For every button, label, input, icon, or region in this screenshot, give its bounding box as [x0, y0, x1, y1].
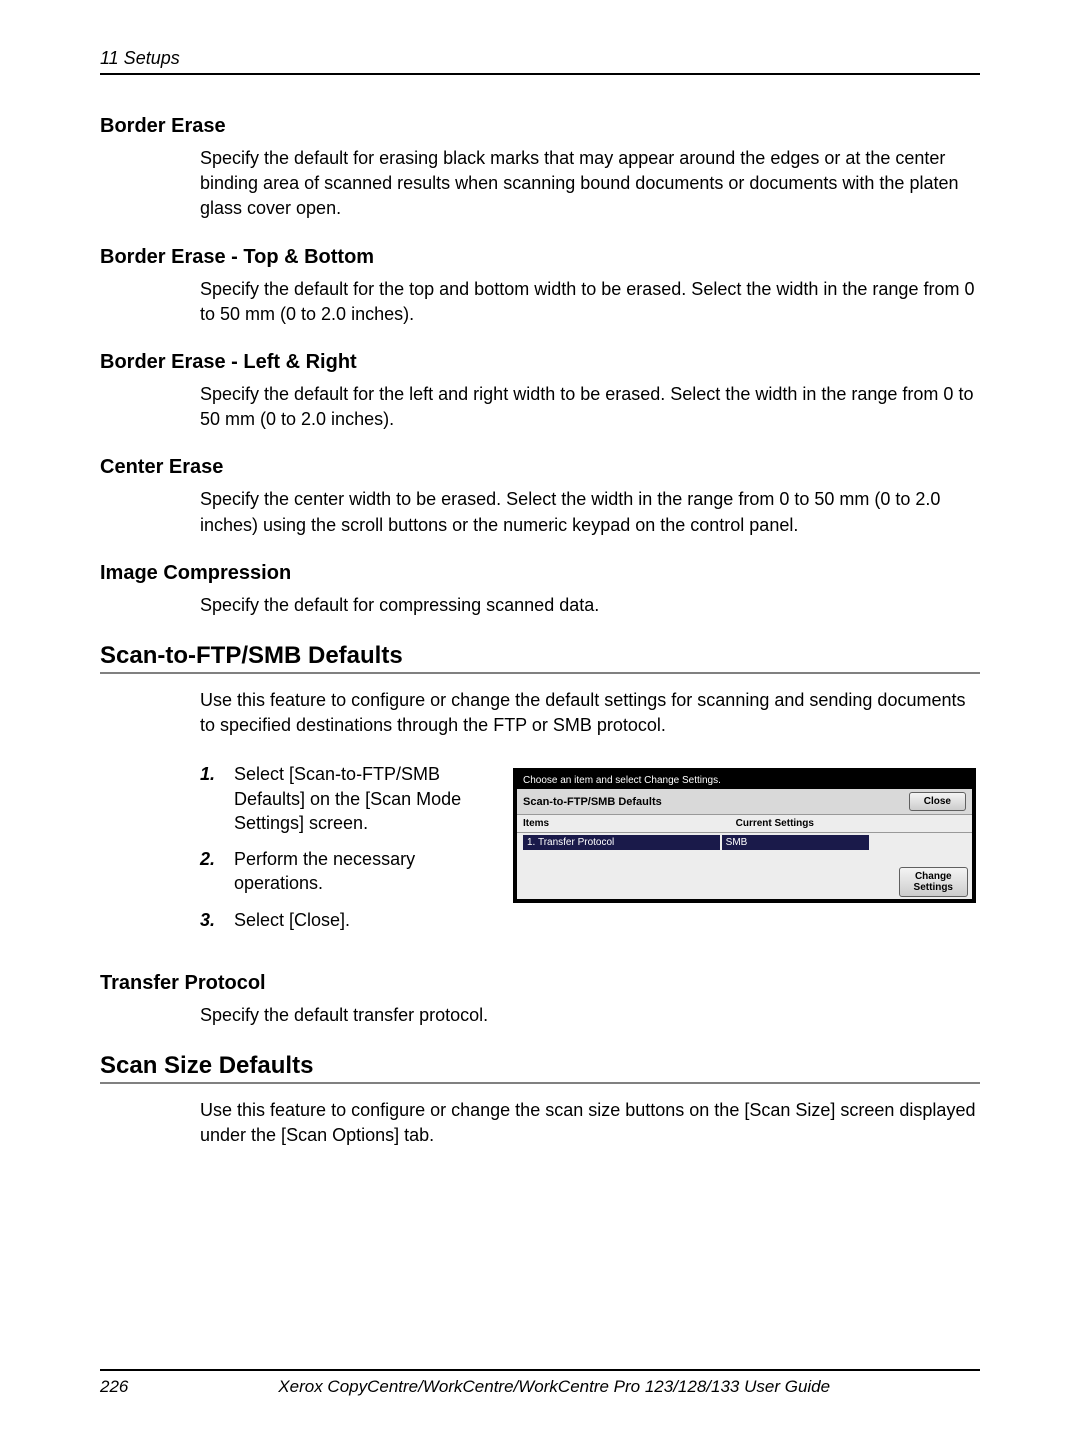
sim-close-button[interactable]: Close — [909, 792, 966, 811]
section-border-left-right: Border Erase - Left & Right Specify the … — [100, 351, 980, 432]
h2-divider-2 — [100, 1082, 980, 1084]
sim-column-headers: Items Current Settings — [517, 814, 972, 833]
section-border-erase: Border Erase Specify the default for era… — [100, 115, 980, 222]
steps-and-screenshot-row: Select [Scan-to-FTP/SMB Defaults] on the… — [200, 762, 980, 944]
embedded-screenshot: Choose an item and select Change Setting… — [513, 768, 976, 903]
section-scan-size: Scan Size Defaults Use this feature to c… — [100, 1052, 980, 1148]
header-divider — [100, 73, 980, 75]
sim-row-item: 1. Transfer Protocol — [523, 835, 720, 850]
sim-header-current: Current Settings — [736, 818, 966, 829]
heading-image-compression: Image Compression — [100, 562, 980, 585]
sim-title: Scan-to-FTP/SMB Defaults — [523, 796, 909, 808]
section-scan-to-ftp: Scan-to-FTP/SMB Defaults Use this featur… — [100, 642, 980, 944]
heading-transfer-protocol: Transfer Protocol — [100, 972, 980, 995]
text-transfer-protocol: Specify the default transfer protocol. — [200, 1003, 980, 1028]
sim-header-items: Items — [523, 818, 736, 829]
heading-scan-size: Scan Size Defaults — [100, 1052, 980, 1080]
text-border-left-right: Specify the default for the left and rig… — [200, 382, 980, 432]
step-1: Select [Scan-to-FTP/SMB Defaults] on the… — [200, 762, 495, 835]
sim-row-1[interactable]: 1. Transfer Protocol SMB — [523, 835, 970, 850]
text-border-erase: Specify the default for erasing black ma… — [200, 146, 980, 222]
sim-change-line2: Settings — [914, 882, 953, 893]
h2-divider — [100, 672, 980, 674]
page-header: 11 Setups — [100, 48, 980, 75]
step-2: Perform the necessary operations. — [200, 847, 495, 896]
section-center-erase: Center Erase Specify the center width to… — [100, 456, 980, 537]
footer-row: 226 Xerox CopyCentre/WorkCentre/WorkCent… — [100, 1377, 980, 1397]
sim-row-num: 1. — [527, 837, 535, 848]
sim-screen-container: Choose an item and select Change Setting… — [513, 768, 976, 903]
text-scan-size-intro: Use this feature to configure or change … — [200, 1098, 980, 1148]
sim-body: 1. Transfer Protocol SMB Change Settings — [517, 833, 972, 899]
sim-change-line1: Change — [914, 871, 953, 882]
step-3: Select [Close]. — [200, 908, 495, 932]
heading-border-left-right: Border Erase - Left & Right — [100, 351, 980, 374]
sim-row-value: SMB — [722, 835, 870, 850]
sim-row-label: Transfer Protocol — [538, 837, 614, 848]
sim-change-settings-button[interactable]: Change Settings — [899, 867, 968, 897]
text-center-erase: Specify the center width to be erased. S… — [200, 487, 980, 537]
page-footer: 226 Xerox CopyCentre/WorkCentre/WorkCent… — [100, 1369, 980, 1397]
heading-border-erase: Border Erase — [100, 115, 980, 138]
text-scan-to-ftp-intro: Use this feature to configure or change … — [200, 688, 980, 738]
text-image-compression: Specify the default for compressing scan… — [200, 593, 980, 618]
footer-title: Xerox CopyCentre/WorkCentre/WorkCentre P… — [128, 1377, 980, 1397]
heading-border-top-bottom: Border Erase - Top & Bottom — [100, 246, 980, 269]
section-image-compression: Image Compression Specify the default fo… — [100, 562, 980, 618]
sim-titlebar: Scan-to-FTP/SMB Defaults Close — [517, 789, 972, 814]
text-border-top-bottom: Specify the default for the top and bott… — [200, 277, 980, 327]
steps-list: Select [Scan-to-FTP/SMB Defaults] on the… — [200, 762, 495, 932]
footer-divider — [100, 1369, 980, 1371]
sim-instruction-text: Choose an item and select Change Setting… — [517, 772, 972, 789]
heading-scan-to-ftp: Scan-to-FTP/SMB Defaults — [100, 642, 980, 670]
section-transfer-protocol: Transfer Protocol Specify the default tr… — [100, 972, 980, 1028]
page-number: 226 — [100, 1377, 128, 1397]
steps-column: Select [Scan-to-FTP/SMB Defaults] on the… — [200, 762, 495, 944]
section-border-top-bottom: Border Erase - Top & Bottom Specify the … — [100, 246, 980, 327]
chapter-title: 11 Setups — [100, 48, 980, 69]
heading-center-erase: Center Erase — [100, 456, 980, 479]
